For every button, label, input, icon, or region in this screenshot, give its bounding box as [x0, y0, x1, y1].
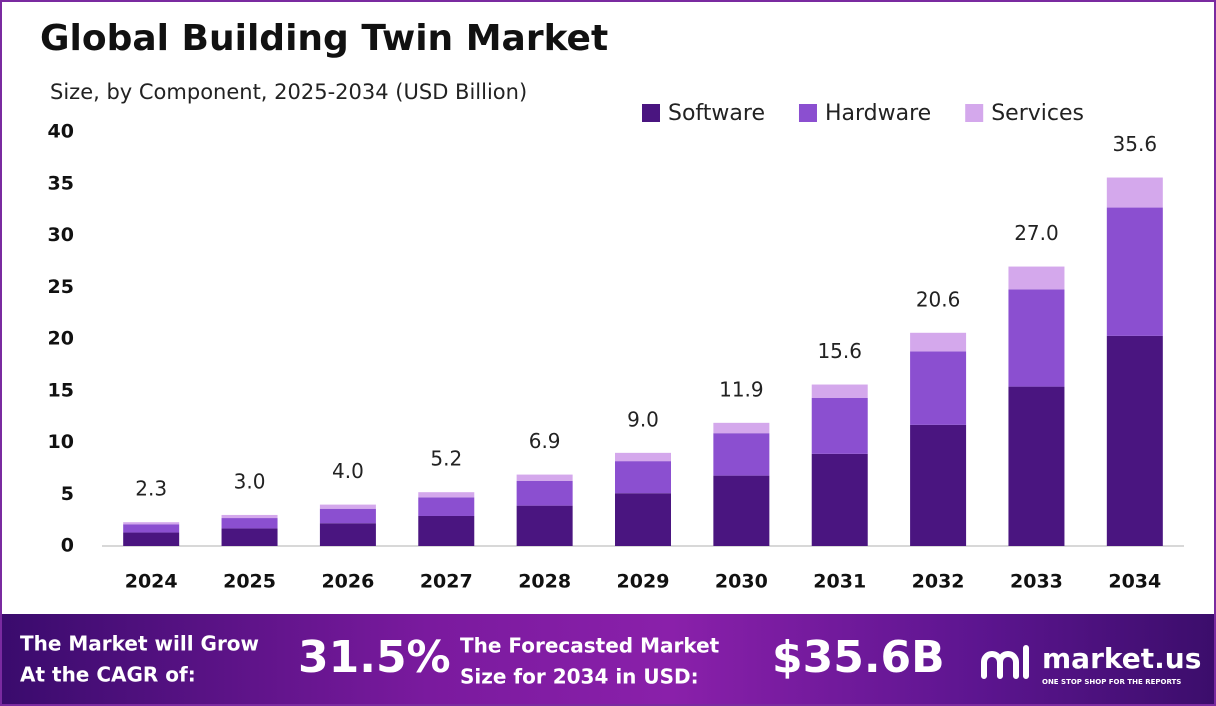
footer-graphic: The Market will Grow At the CAGR of: 31.… [20, 632, 1201, 689]
x-tick-label: 2034 [1108, 571, 1161, 593]
total-label: 2.3 [135, 477, 167, 501]
chart-subtitle: Size, by Component, 2025-2034 (USD Billi… [50, 80, 527, 104]
total-label: 4.0 [332, 459, 364, 483]
cagr-label: The Market will Grow [20, 632, 259, 656]
legend-label: Software [668, 101, 765, 126]
total-label: 6.9 [529, 429, 561, 453]
bar-segment [123, 532, 180, 546]
total-label: 5.2 [430, 447, 462, 471]
y-tick-label: 35 [48, 172, 74, 194]
legend-swatch [965, 104, 984, 122]
x-tick-label: 2026 [321, 571, 374, 593]
total-label: 27.0 [1014, 221, 1059, 245]
bar-segment [910, 332, 967, 352]
bar-segment [811, 397, 868, 454]
bar-segment [615, 493, 671, 546]
chart-title: Global Building Twin Market [40, 18, 608, 59]
bar-segment [221, 518, 278, 529]
bar-segment [319, 504, 376, 509]
bar-segment [319, 523, 376, 546]
x-tick-label: 2031 [813, 571, 866, 593]
y-tick-label: 25 [48, 276, 74, 298]
bar-segment [713, 433, 770, 476]
bar-segment [1106, 335, 1163, 546]
bar-segment [910, 424, 967, 546]
x-tick-label: 2032 [912, 571, 965, 593]
bar-segment [811, 453, 868, 546]
bar-segment [516, 474, 573, 481]
brand-tagline: ONE STOP SHOP FOR THE REPORTS [1042, 678, 1181, 686]
y-tick-label: 5 [61, 483, 74, 505]
bar-segment [221, 514, 278, 519]
legend-label: Hardware [825, 101, 931, 126]
x-tick-label: 2027 [420, 571, 473, 593]
bar-segment [418, 492, 475, 498]
bar-segment [319, 508, 376, 524]
bar-segment [910, 351, 967, 425]
bar-segment [713, 422, 770, 434]
y-tick-label: 40 [48, 121, 74, 143]
bar-segment [123, 522, 180, 525]
x-tick-label: 2025 [223, 571, 276, 593]
legend-swatch [642, 104, 660, 122]
total-label: 35.6 [1113, 132, 1158, 156]
x-tick-label: 2028 [518, 571, 571, 593]
cagr-label: At the CAGR of: [20, 663, 196, 687]
bar-segment [418, 497, 475, 516]
chart: Global Building Twin Market Size, by Com… [40, 18, 1184, 593]
total-label: 20.6 [916, 287, 961, 311]
bar-segment [221, 528, 278, 546]
y-tick-label: 0 [61, 535, 74, 557]
bar-segment [123, 524, 180, 533]
bar-segment [1106, 207, 1163, 336]
bar-segment [418, 515, 475, 546]
y-tick-label: 15 [48, 379, 74, 401]
bar-segment [516, 505, 573, 546]
bar-segment [1008, 289, 1065, 387]
bar-segment [615, 452, 671, 462]
total-label: 3.0 [234, 469, 266, 493]
total-label: 9.0 [627, 407, 659, 431]
bar-segment [615, 461, 671, 494]
bar-segment [811, 384, 868, 398]
forecast-label: Size for 2034 in USD: [460, 665, 699, 689]
total-label: 11.9 [719, 377, 764, 401]
bar-segment [713, 475, 770, 546]
x-tick-label: 2033 [1010, 571, 1063, 593]
forecast-value: $35.6B [772, 632, 945, 683]
forecast-label: The Forecasted Market [460, 634, 720, 658]
x-tick-label: 2029 [617, 571, 670, 593]
x-tick-label: 2030 [715, 571, 768, 593]
cagr-value: 31.5% [298, 632, 451, 683]
total-label: 15.6 [817, 339, 862, 363]
y-tick-label: 20 [48, 328, 74, 350]
bar-segment [1008, 386, 1065, 546]
brand-logo [981, 645, 1029, 679]
bar-segment [1106, 177, 1163, 208]
x-tick-label: 2024 [125, 571, 178, 593]
bar-segment [516, 480, 573, 506]
y-tick-label: 30 [48, 224, 74, 246]
brand-name: market.us [1042, 642, 1201, 675]
y-tick-label: 10 [48, 431, 74, 453]
footer-banner: The Market will Grow At the CAGR of: 31.… [2, 614, 1214, 704]
legend-swatch [798, 104, 817, 122]
legend-label: Services [991, 101, 1084, 126]
bar-segment [1008, 266, 1065, 290]
